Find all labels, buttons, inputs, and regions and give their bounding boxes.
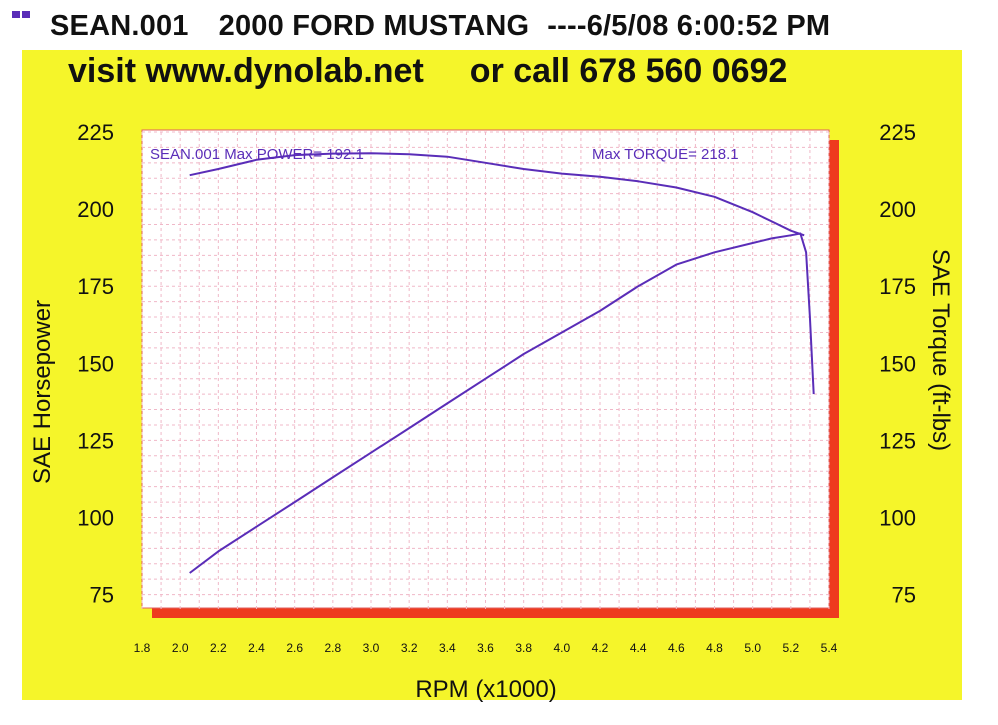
y-tick-labels-right: 225 200 175 150 125 100 75 bbox=[879, 120, 916, 608]
x-tick-label: 5.2 bbox=[782, 641, 799, 655]
y-tick-label-right: 125 bbox=[879, 428, 916, 453]
x-tick-label: 5.4 bbox=[821, 641, 838, 655]
x-tick-label: 1.8 bbox=[134, 641, 151, 655]
x-tick-label: 4.6 bbox=[668, 641, 685, 655]
y-tick-label-left: 125 bbox=[77, 428, 114, 453]
x-tick-label: 2.6 bbox=[286, 641, 303, 655]
x-tick-label: 3.4 bbox=[439, 641, 456, 655]
x-tick-label: 3.6 bbox=[477, 641, 494, 655]
header-title: SEAN.001 2000 FORD MUSTANG ----6/5/08 6:00… bbox=[50, 10, 830, 43]
y-tick-label-left: 150 bbox=[77, 351, 114, 376]
torque-line bbox=[189, 152, 805, 237]
y-tick-label-right: 200 bbox=[879, 197, 916, 222]
y-tick-label-right: 225 bbox=[879, 120, 916, 145]
x-tick-label: 2.8 bbox=[324, 641, 341, 655]
x-tick-label: 3.2 bbox=[401, 641, 418, 655]
series-group bbox=[189, 152, 815, 574]
promo-line: visit www.dynolab.net or call 678 560 069… bbox=[68, 52, 787, 91]
y-tick-label-left: 225 bbox=[77, 120, 114, 145]
y-tick-label-right: 75 bbox=[892, 583, 916, 608]
run-name: SEAN.001 bbox=[50, 10, 189, 42]
y-tick-label-right: 100 bbox=[879, 505, 916, 530]
x-tick-label: 2.0 bbox=[172, 641, 189, 655]
x-tick-label: 4.0 bbox=[553, 641, 570, 655]
x-tick-label: 4.4 bbox=[630, 641, 647, 655]
x-tick-label: 4.8 bbox=[706, 641, 723, 655]
x-tick-label: 3.8 bbox=[515, 641, 532, 655]
x-tick-label: 2.4 bbox=[248, 641, 265, 655]
x-axis-label: RPM (x1000) bbox=[415, 676, 556, 703]
y-axis-label-right: SAE Torque (ft-lbs) bbox=[927, 249, 954, 451]
x-tick-labels: 1.8 2.0 2.2 2.4 2.6 2.8 3.0 3.2 3.4 3.6 3.8 4.0 4.2 4… bbox=[134, 641, 838, 655]
y-axis-label-left: SAE Horsepower bbox=[29, 300, 56, 484]
header-mark bbox=[12, 11, 30, 18]
x-tick-label: 5.0 bbox=[744, 641, 761, 655]
y-tick-label-left: 75 bbox=[90, 583, 114, 608]
y-tick-label-right: 175 bbox=[879, 274, 916, 299]
x-tick-label: 2.2 bbox=[210, 641, 227, 655]
y-tick-label-left: 200 bbox=[77, 197, 114, 222]
run-timestamp: ----6/5/08 6:00:52 PM bbox=[547, 10, 831, 42]
vehicle-name: 2000 FORD MUSTANG bbox=[218, 10, 530, 42]
x-tick-label: 4.2 bbox=[592, 641, 609, 655]
promo-phone: or call 678 560 0692 bbox=[469, 52, 788, 90]
y-tick-label-left: 100 bbox=[77, 505, 114, 530]
y-tick-labels-left: 225 200 175 150 125 100 75 bbox=[77, 120, 114, 608]
annotation-max-power: SEAN.001 Max POWER= 192.1 bbox=[150, 146, 364, 163]
grid bbox=[141, 131, 830, 610]
annotation-max-torque: Max TORQUE= 218.1 bbox=[592, 146, 739, 163]
x-tick-label: 3.0 bbox=[363, 641, 380, 655]
y-tick-label-right: 150 bbox=[879, 351, 916, 376]
horsepower-line bbox=[189, 232, 815, 574]
y-tick-label-left: 175 bbox=[77, 274, 114, 299]
promo-website: visit www.dynolab.net bbox=[68, 52, 424, 90]
